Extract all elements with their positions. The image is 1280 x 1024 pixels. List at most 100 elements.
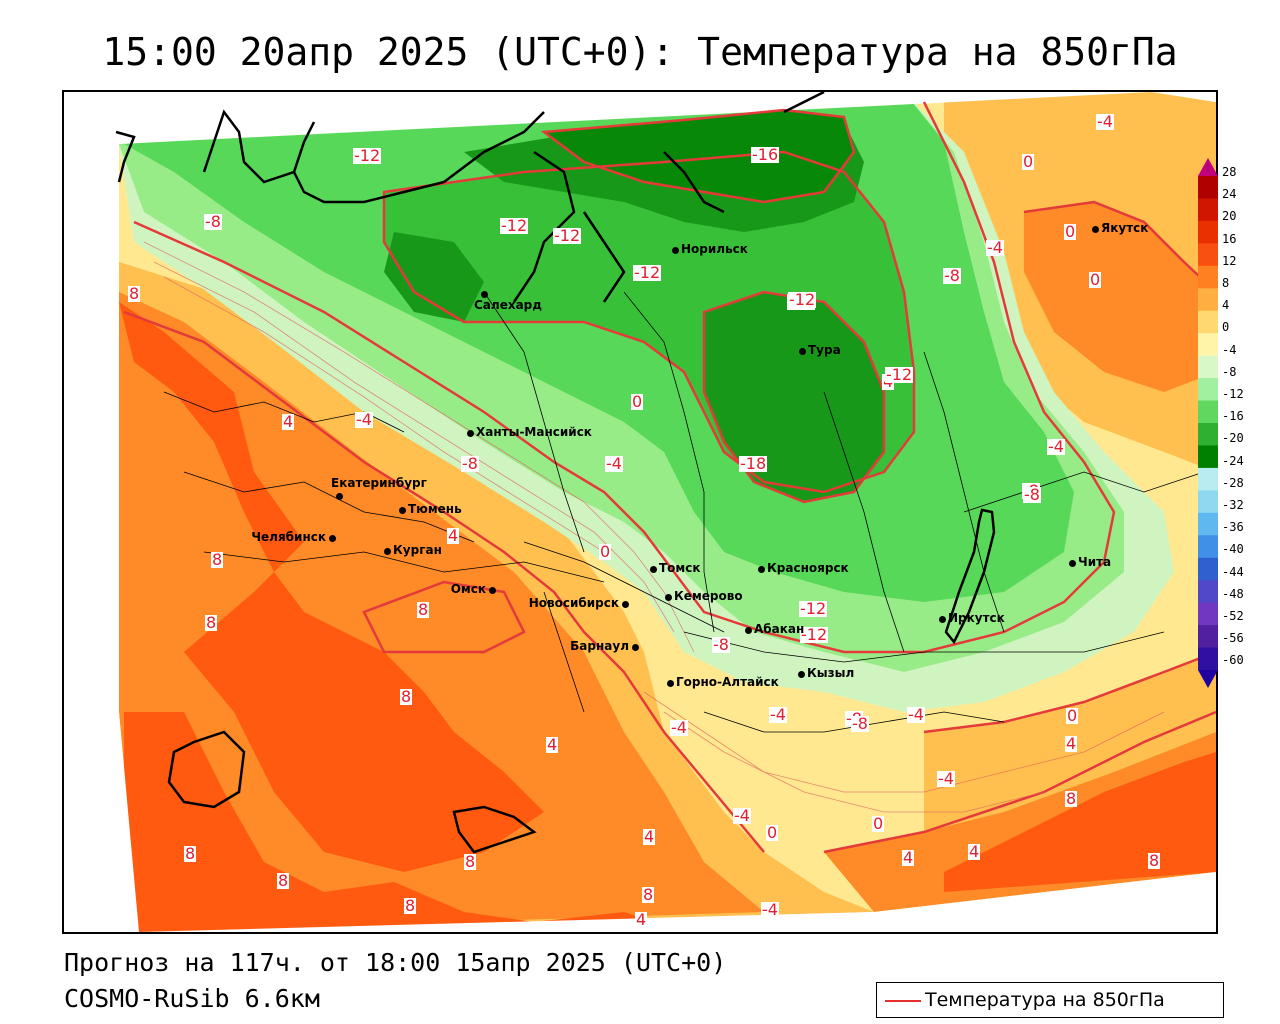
- colorbar-segment: [1198, 423, 1218, 446]
- colorbar-tick-label: -60: [1222, 653, 1244, 668]
- city-dot: [622, 601, 629, 608]
- city-label: Челябинск: [251, 530, 326, 544]
- colorbar-segment: [1198, 445, 1218, 469]
- contour-value-label: -8: [943, 266, 961, 285]
- contour-value-label: -4: [907, 705, 925, 724]
- city-dot: [489, 587, 496, 594]
- legend-box: Температура на 850гПа: [876, 982, 1224, 1018]
- colorbar-segment: [1198, 265, 1218, 289]
- city-dot: [650, 566, 657, 573]
- city-dot: [798, 671, 805, 678]
- city-label: Екатеринбург: [331, 476, 427, 490]
- colorbar-tick-label: 28: [1222, 165, 1237, 179]
- city-dot: [667, 680, 674, 687]
- forecast-info: Прогноз на 117ч. от 18:00 15апр 2025 (UT…: [64, 948, 727, 977]
- city-label: Чита: [1078, 555, 1112, 569]
- contour-value-label: 8: [417, 600, 430, 619]
- city-dot: [1069, 560, 1076, 567]
- contour-value-label: 8: [1148, 851, 1161, 870]
- colorbar-top-arrow: [1198, 158, 1218, 176]
- contour-value-label: -8: [851, 714, 869, 733]
- city-dot: [758, 566, 765, 573]
- city-label: Тюмень: [408, 502, 462, 516]
- colorbar-tick-label: 8: [1222, 276, 1230, 290]
- contour-value-label: 8: [277, 871, 290, 890]
- contour-value-label: 4: [1065, 734, 1078, 753]
- city-label: Ханты-Мансийск: [476, 425, 592, 439]
- city-dot: [336, 493, 343, 500]
- city-dot: [632, 644, 639, 651]
- colorbar-tick-label: 24: [1222, 187, 1237, 202]
- city-dot: [672, 247, 679, 254]
- contour-value-label: -18: [739, 454, 768, 473]
- contour-value-label: -4: [769, 705, 787, 724]
- contour-value-label: 8: [128, 284, 141, 303]
- colorbar-segment: [1198, 333, 1218, 357]
- city-dot: [384, 548, 391, 555]
- city-dot: [329, 535, 336, 542]
- contour-value-label: -12: [500, 216, 529, 235]
- contour-value-label: -12: [800, 625, 829, 644]
- contour-value-label: 8: [211, 550, 224, 569]
- city-dot: [939, 616, 946, 623]
- city-label: Норильск: [681, 242, 748, 256]
- colorbar-tick-label: -32: [1222, 498, 1244, 512]
- contour-value-label: -12: [633, 263, 662, 282]
- colorbar-tick-label: 16: [1222, 231, 1237, 246]
- city-dot: [467, 430, 474, 437]
- colorbar-tick-label: -40: [1222, 542, 1244, 557]
- contour-value-label: -4: [937, 769, 955, 788]
- colorbar-tick-label: -4: [1222, 342, 1237, 357]
- coastlines: [115, 92, 996, 854]
- city-dot: [481, 291, 488, 298]
- colorbar-tick-label: -48: [1222, 586, 1244, 601]
- city-label: Барнаул: [570, 639, 629, 653]
- colorbar-segment: [1198, 580, 1218, 604]
- city-dot: [799, 348, 806, 355]
- contour-value-label: -12: [799, 599, 828, 618]
- city-label: Тура: [808, 343, 841, 357]
- colorbar-tick-label: 12: [1222, 253, 1237, 268]
- contour-value-label: 0: [1064, 222, 1077, 241]
- city-label: Кызыл: [807, 666, 855, 680]
- city-label: Томск: [659, 561, 701, 575]
- city-label: Курган: [393, 543, 442, 557]
- city-dot: [665, 594, 672, 601]
- contour-value-label: 4: [635, 910, 648, 929]
- colorbar-tick-label: -24: [1222, 453, 1244, 468]
- contour-value-label: 8: [1065, 789, 1078, 808]
- map-title: 15:00 20апр 2025 (UTC+0): Температура на…: [102, 30, 1178, 74]
- contour-value-label: -4: [605, 454, 623, 473]
- contour-value-label: -4: [733, 806, 751, 825]
- contour-value-label: 4: [447, 526, 460, 545]
- contour-value-label: -8: [461, 454, 479, 473]
- city-dot: [745, 627, 752, 634]
- contour-value-label: -12: [788, 290, 817, 309]
- city-label: Салехард: [474, 298, 542, 312]
- contour-value-label: -16: [751, 145, 780, 164]
- contour-value-label: 0: [766, 823, 779, 842]
- city-label: Омск: [450, 582, 486, 596]
- colorbar-tick-label: -20: [1222, 431, 1244, 446]
- contour-value-label: -12: [353, 146, 382, 165]
- colorbar-segment: [1198, 378, 1218, 402]
- contour-value-label: 0: [1089, 270, 1102, 289]
- contour-value-label: 8: [184, 844, 197, 863]
- contour-value-label: 4: [902, 848, 915, 867]
- city-dot: [399, 507, 406, 514]
- city-label: Кемерово: [674, 589, 743, 603]
- colorbar-segment: [1198, 176, 1218, 199]
- city-label: Иркутск: [948, 611, 1005, 625]
- colorbar-tick-label: 20: [1222, 209, 1237, 224]
- colorbar: [1198, 158, 1218, 688]
- colorbar-segment: [1198, 625, 1218, 649]
- contour-value-label: 0: [872, 814, 885, 833]
- contour-value-label: 4: [643, 827, 656, 846]
- colorbar-segment: [1198, 355, 1218, 379]
- contour-value-label: -4: [355, 410, 373, 429]
- colorbar-segment: [1198, 220, 1218, 244]
- legend-line-sample: [885, 1000, 921, 1002]
- contour-value-label: 0: [1022, 152, 1035, 171]
- colorbar-tick-label: -16: [1222, 409, 1244, 424]
- colorbar-segment: [1198, 288, 1218, 312]
